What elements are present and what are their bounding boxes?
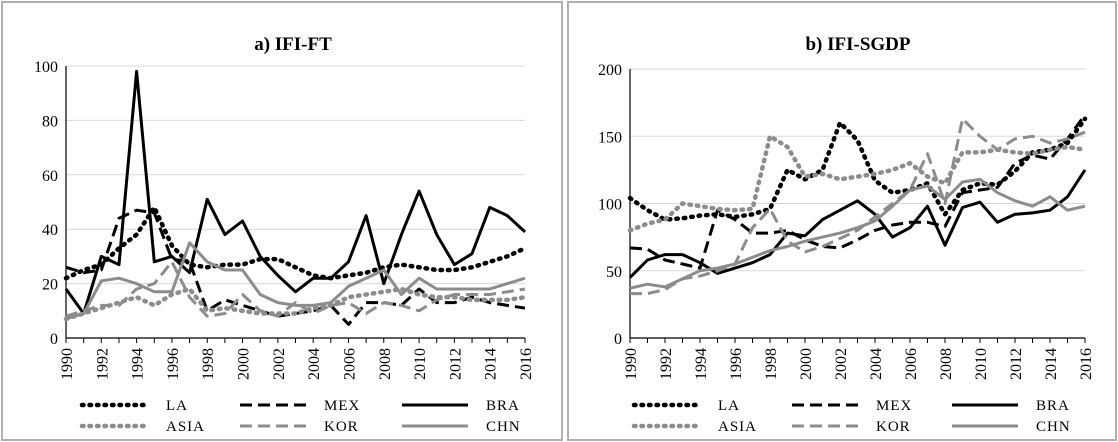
- x-tick-label: 1990: [59, 348, 76, 380]
- legend-label-chn: CHN: [486, 419, 521, 435]
- legend-label-la: LA: [718, 398, 740, 414]
- y-tick-label: 20: [42, 277, 58, 294]
- x-tick-label: 2010: [412, 348, 429, 380]
- legend-label-kor: KOR: [876, 419, 911, 435]
- y-tick-label: 80: [42, 113, 58, 130]
- x-tick-label: 1998: [200, 348, 217, 380]
- legend-label-mex: MEX: [876, 398, 912, 414]
- series-line-chn: [65, 241, 526, 321]
- series-line-bra: [64, 69, 527, 315]
- legend-label-bra: BRA: [1036, 398, 1070, 414]
- x-tick-label: 2008: [377, 348, 394, 380]
- series-line-la: [63, 205, 528, 281]
- x-tick-label: 1996: [165, 348, 182, 380]
- series-line-mex: [65, 208, 526, 326]
- x-tick-label: 2000: [798, 348, 815, 380]
- chart-title: b) IFI-SGDP: [805, 34, 910, 55]
- x-tick-label: 2004: [868, 348, 885, 380]
- legend-label-asia: ASIA: [166, 419, 205, 435]
- x-tick-label: 1990: [623, 348, 640, 380]
- y-tick-label: 0: [50, 331, 58, 348]
- series-line-asia: [63, 286, 528, 322]
- x-tick-label: 2000: [236, 348, 253, 380]
- x-tick-label: 1992: [94, 348, 111, 380]
- chart-panel-b: b) IFI-SGDP 0 50 100 150 200 1990 1992 1994 1996…: [598, 34, 1095, 435]
- y-tick-label: 150: [598, 129, 622, 146]
- x-tick-label: 2002: [271, 348, 288, 380]
- series-line-asia: [627, 134, 1088, 233]
- x-tick-label: 2012: [447, 348, 464, 380]
- series-line-la: [627, 116, 1088, 222]
- x-tick-label: 2008: [938, 348, 955, 380]
- y-tick-label: 100: [598, 197, 622, 214]
- y-tick-label: 200: [598, 62, 622, 79]
- chart-title: a) IFI-FT: [254, 34, 332, 55]
- series-line-kor: [630, 117, 1086, 296]
- y-tick-label: 100: [34, 59, 58, 76]
- x-tick-label: 1992: [658, 348, 675, 380]
- legend-label-kor: KOR: [324, 419, 359, 435]
- legend-label-chn: CHN: [1036, 419, 1071, 435]
- y-tick-label: 0: [614, 331, 622, 348]
- series-line-bra: [628, 169, 1087, 279]
- x-tick-label: 1994: [130, 348, 147, 380]
- series-line-chn: [629, 177, 1086, 290]
- legend-label-asia: ASIA: [718, 419, 757, 435]
- x-tick-label: 2014: [1043, 348, 1060, 380]
- x-tick-label: 2004: [306, 348, 323, 380]
- legend-label-la: LA: [166, 398, 188, 414]
- x-tick-label: 2014: [483, 348, 500, 380]
- panel-a-frame: [1, 1, 563, 441]
- y-tick-label: 40: [42, 222, 58, 239]
- x-tick-label: 2006: [903, 348, 920, 380]
- x-tick-label: 2006: [341, 348, 358, 380]
- x-tick-label: 1998: [763, 348, 780, 380]
- legend-label-mex: MEX: [324, 398, 360, 414]
- x-tick-label: 2002: [833, 348, 850, 380]
- legend-label-bra: BRA: [486, 398, 520, 414]
- series-line-kor: [65, 260, 526, 318]
- x-tick-label: 1994: [693, 348, 710, 380]
- y-tick-label: 60: [42, 168, 58, 185]
- series-line-mex: [629, 113, 1087, 270]
- y-tick-label: 50: [606, 264, 622, 281]
- x-tick-label: 2012: [1008, 348, 1025, 380]
- x-tick-label: 2016: [1078, 348, 1095, 380]
- chart-panel-a: a) IFI-FT 0 20 40 60 80 100 1990 1992 1994 1996 19…: [34, 34, 535, 435]
- x-tick-label: 2010: [973, 348, 990, 380]
- x-tick-label: 2016: [518, 348, 535, 380]
- x-tick-label: 1996: [728, 348, 745, 380]
